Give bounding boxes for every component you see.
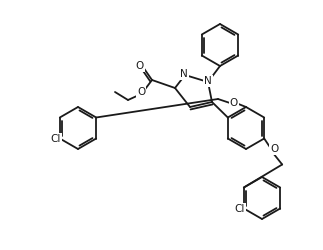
Text: N: N (204, 76, 212, 86)
Text: O: O (136, 61, 144, 71)
Text: O: O (137, 87, 145, 97)
Text: O: O (270, 144, 278, 154)
Text: Cl: Cl (234, 204, 245, 214)
Text: N: N (180, 69, 188, 79)
Text: O: O (230, 98, 238, 108)
Text: Cl: Cl (51, 134, 61, 143)
